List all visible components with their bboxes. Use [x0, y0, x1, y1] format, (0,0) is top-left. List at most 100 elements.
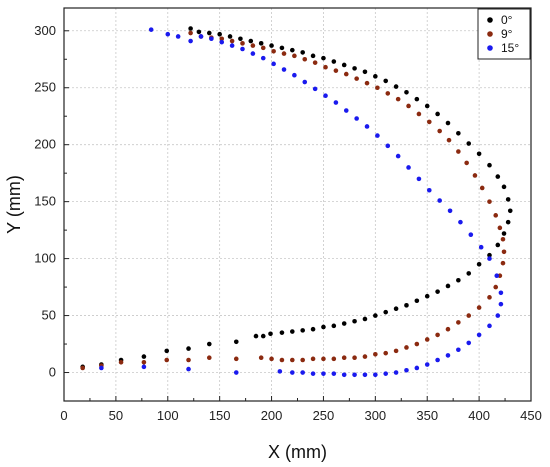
data-point: [487, 199, 492, 204]
data-point: [198, 34, 204, 39]
data-point: [279, 45, 285, 51]
legend: 0°9°15°: [477, 8, 531, 60]
data-point: [250, 51, 256, 56]
data-point: [240, 41, 245, 46]
data-point: [373, 313, 378, 318]
x-tick-label: 350: [416, 408, 438, 423]
x-tick-label: 50: [109, 408, 123, 423]
data-point: [501, 184, 507, 190]
x-tick-label: 250: [313, 408, 335, 423]
data-point: [290, 329, 295, 334]
data-point: [472, 173, 478, 178]
x-tick-label: 400: [468, 408, 490, 423]
data-point: [321, 324, 326, 330]
data-point: [479, 185, 485, 191]
data-point: [501, 231, 507, 236]
data-point: [300, 370, 305, 375]
data-point: [233, 370, 239, 375]
data-point: [250, 43, 256, 48]
data-point: [383, 371, 389, 376]
data-point: [333, 100, 339, 105]
data-point: [227, 34, 233, 39]
data-point: [229, 38, 235, 44]
data-point: [362, 354, 368, 359]
data-point: [435, 289, 440, 294]
data-point: [310, 53, 316, 59]
data-point: [331, 59, 337, 64]
legend-label: 0°: [501, 13, 513, 27]
data-point: [424, 337, 430, 342]
data-point: [341, 372, 347, 378]
data-point: [233, 339, 239, 345]
data-point: [446, 137, 452, 143]
data-point: [260, 45, 266, 51]
data-point: [188, 38, 193, 44]
data-point: [290, 357, 295, 363]
data-point: [456, 347, 461, 353]
data-point: [148, 27, 154, 32]
data-point: [445, 120, 451, 126]
data-point: [321, 356, 326, 362]
data-point: [352, 66, 357, 71]
plot-frame: [63, 7, 532, 402]
data-point: [393, 84, 399, 89]
data-point: [383, 350, 389, 356]
data-point: [495, 242, 501, 248]
data-point: [416, 176, 422, 182]
data-point: [290, 47, 295, 53]
data-point: [312, 86, 318, 92]
data-point: [354, 76, 359, 81]
data-point: [458, 219, 463, 225]
data-point: [495, 174, 501, 179]
data-point: [383, 78, 389, 84]
data-point: [238, 36, 243, 42]
data-point: [426, 119, 432, 125]
data-point: [352, 372, 357, 378]
data-point: [219, 36, 225, 42]
data-point: [375, 133, 380, 138]
data-point: [354, 116, 359, 121]
data-point: [445, 326, 451, 332]
data-point: [277, 369, 283, 374]
y-tick-label: 200: [34, 137, 56, 152]
data-point: [500, 260, 506, 266]
data-point: [99, 365, 104, 371]
data-point: [478, 244, 484, 250]
data-point: [495, 313, 501, 318]
data-point: [404, 89, 409, 95]
data-point: [373, 372, 378, 378]
data-point: [466, 271, 472, 276]
data-point: [331, 356, 337, 362]
data-point: [476, 305, 482, 310]
data-point: [393, 370, 399, 375]
y-tick-label: 300: [34, 23, 56, 38]
data-point: [312, 60, 318, 65]
data-point: [487, 162, 492, 168]
x-axis: 0 50 100 150 200 250 300 350 400 450: [60, 396, 542, 423]
series-1: [80, 26, 513, 370]
data-point: [375, 85, 380, 91]
x-tick-label: 0: [60, 408, 67, 423]
data-point: [352, 355, 357, 361]
data-point: [476, 332, 482, 338]
data-point: [468, 232, 474, 237]
data-point: [364, 80, 370, 86]
data-point: [186, 357, 191, 363]
data-point: [362, 69, 368, 75]
data-point: [385, 143, 391, 149]
data-point: [476, 262, 482, 267]
data-point: [426, 187, 432, 193]
gridlines: [64, 8, 531, 401]
data-point: [414, 96, 420, 102]
data-point: [424, 103, 430, 109]
data-point: [343, 108, 349, 113]
data-point: [300, 357, 305, 363]
data-point: [341, 62, 347, 68]
y-tick-label: 0: [49, 365, 56, 380]
y-axis: 0 50 100 150 200 250 300: [34, 23, 69, 380]
data-point: [269, 43, 274, 48]
data-point: [321, 55, 326, 61]
data-point: [487, 252, 492, 258]
data-point: [416, 111, 422, 117]
data-point: [269, 356, 274, 362]
